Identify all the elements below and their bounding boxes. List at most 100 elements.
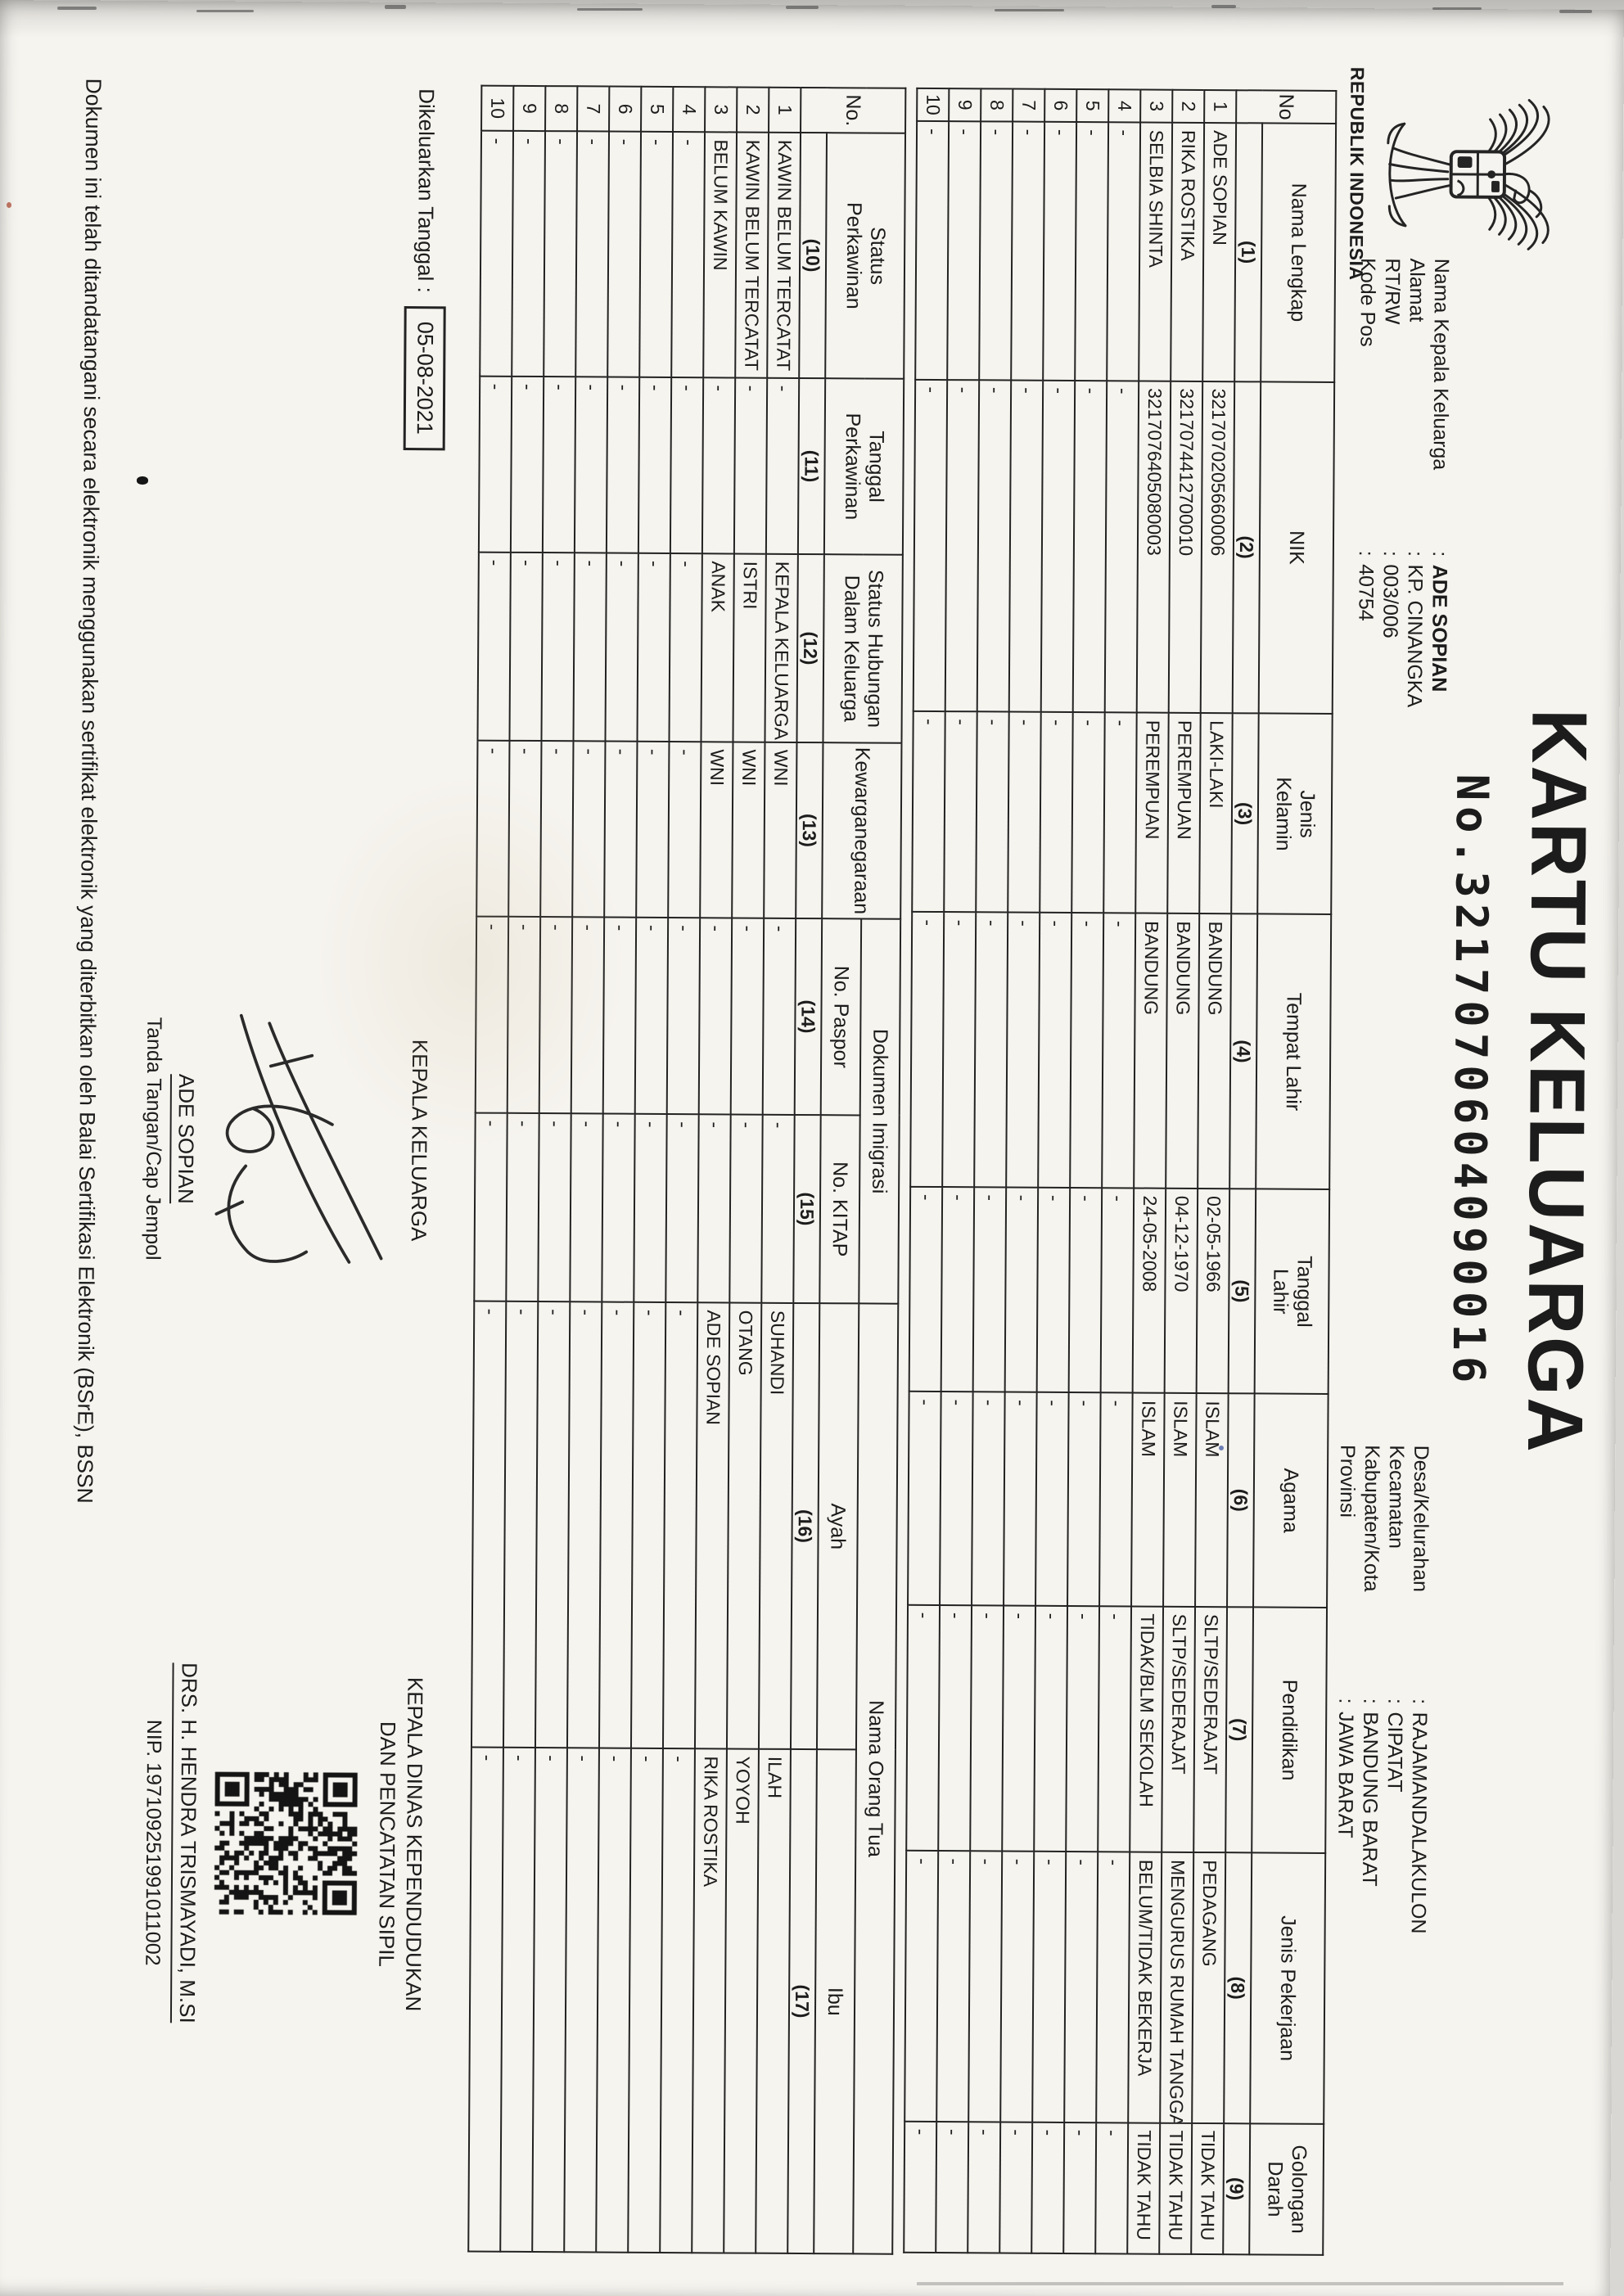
- cell-jenis-kelamin: -: [1103, 712, 1137, 913]
- cell-no-kitap: -: [506, 1112, 539, 1302]
- cell-no-paspor: -: [602, 917, 637, 1114]
- cell-ibu: ILAH: [756, 1748, 791, 2253]
- cell-nik: 3217074412700010: [1168, 381, 1203, 714]
- cell-status-hubungan: KEPALA KELUARGA: [765, 553, 798, 742]
- info-row: Kecamatan: CIPATAT: [1382, 1445, 1410, 1933]
- cell-no: 2: [1172, 89, 1205, 124]
- col-header-status-perkawinan: Status Perkawinan: [825, 133, 906, 379]
- info-value: 003/006: [1378, 564, 1402, 638]
- col-num-ibu: (17): [787, 1748, 817, 2254]
- cell-agama: -: [1035, 1392, 1069, 1606]
- cell-tempat-lahir: -: [1070, 913, 1104, 1189]
- cell-no: 4: [673, 87, 706, 133]
- info-value: JAWA BARAT: [1333, 1711, 1358, 1838]
- cell-jenis-kelamin: -: [1040, 711, 1073, 913]
- cell-nik: -: [1040, 380, 1076, 713]
- cell-ayah: -: [503, 1301, 539, 1748]
- info-colon: :: [1334, 1698, 1358, 1704]
- cell-status-hubungan: ISTRI: [733, 553, 766, 742]
- cell-tanggal-perkawinan: -: [542, 377, 576, 553]
- cell-no: 5: [1076, 89, 1109, 123]
- col-num-nama-lengkap: (1): [1234, 123, 1263, 381]
- cell-status-hubungan: -: [669, 553, 702, 742]
- cell-pendidikan: -: [1098, 1605, 1132, 1852]
- cell-jenis-kelamin: -: [944, 711, 977, 913]
- cell-ayah: OTANG: [726, 1302, 762, 1749]
- col-header-tanggal-perkawinan: Tanggal Perkawinan: [823, 378, 904, 555]
- info-value: 40754: [1354, 564, 1378, 621]
- cell-status-perkawinan: -: [671, 132, 706, 378]
- cell-jenis-kelamin: -: [1071, 712, 1105, 913]
- cell-nik: -: [1104, 380, 1139, 713]
- cell-tanggal-perkawinan: -: [510, 376, 544, 553]
- cell-golongan-darah: -: [1095, 2122, 1129, 2254]
- cell-agama: -: [908, 1392, 941, 1605]
- cell-no-kitap: -: [634, 1113, 667, 1303]
- cell-tempat-lahir: BANDUNG: [1166, 913, 1200, 1189]
- cell-no-kitap: -: [729, 1114, 763, 1303]
- cell-ayah: ADE SOPIAN: [694, 1302, 730, 1749]
- cell-jenis-pekerjaan: -: [1000, 1851, 1035, 2122]
- cell-agama: -: [1067, 1392, 1101, 1606]
- col-num-jenis-pekerjaan: (8): [1224, 1852, 1252, 2124]
- col-num-tanggal-perkawinan: (11): [797, 377, 826, 555]
- cell-ibu: -: [628, 1748, 663, 2253]
- cell-ibu: -: [596, 1748, 631, 2253]
- info-colon: :: [1408, 1698, 1432, 1705]
- cell-nik: 3217076405080003: [1136, 381, 1171, 713]
- cell-tanggal-lahir: -: [972, 1187, 1007, 1392]
- cell-pendidikan: -: [1066, 1605, 1100, 1852]
- issued-date-row: Dikeluarkan Tanggal : 05-08-2021: [403, 88, 448, 451]
- cell-agama: -: [940, 1392, 973, 1606]
- cell-ibu: -: [468, 1747, 503, 2252]
- col-num-nik: (2): [1232, 381, 1261, 714]
- cell-nama-lengkap: RIKA ROSTIKA: [1171, 122, 1205, 381]
- cell-nama-lengkap: -: [947, 121, 981, 380]
- cell-status-hubungan: -: [541, 553, 575, 742]
- cell-no-kitap: -: [570, 1113, 603, 1302]
- cell-tanggal-perkawinan: -: [638, 377, 672, 554]
- cell-no: 6: [1044, 88, 1077, 123]
- cell-golongan-darah: TIDAK TAHU: [1191, 2122, 1225, 2255]
- info-value: RAJAMANDALAKULON: [1406, 1712, 1432, 1934]
- official-name: DRS. H. HENDRA TRISMAYADI, M.SI: [169, 1662, 203, 2023]
- info-value: KP. CINANGKA: [1402, 564, 1427, 708]
- cell-no-paspor: -: [475, 916, 509, 1113]
- cell-jenis-pekerjaan: -: [936, 1851, 971, 2122]
- cell-pendidikan: SLTP/SEDERAJAT: [1193, 1606, 1228, 1853]
- col-header-ayah: Ayah: [816, 1303, 859, 1750]
- region-info-block: Desa/Kelurahan: RAJAMANDALAKULON Kecamatan…: [1333, 1445, 1434, 1934]
- col-header-status-hubungan: Status Hubungan Dalam Keluarga: [823, 554, 903, 743]
- cell-no: 9: [513, 85, 546, 132]
- cell-status-hubungan: -: [477, 552, 511, 741]
- info-label: Kecamatan: [1384, 1445, 1409, 1549]
- cell-kewarganegaraan: -: [636, 741, 670, 918]
- cell-jenis-pekerjaan: -: [1064, 1852, 1098, 2122]
- cell-jenis-pekerjaan: MENGURUS RUMAH TANGGA: [1160, 1852, 1194, 2123]
- info-label: Nama Kepala Keluarga: [1428, 258, 1454, 471]
- cell-golongan-darah: -: [968, 2121, 1001, 2253]
- qr-code: [209, 1766, 363, 1920]
- col-num-no-kitap: (15): [793, 1114, 821, 1304]
- info-label: RT/RW: [1380, 258, 1405, 325]
- cell-no-paspor: -: [634, 917, 669, 1115]
- cell-pendidikan: -: [906, 1604, 941, 1852]
- cell-golongan-darah: -: [936, 2121, 969, 2253]
- info-colon: :: [1428, 551, 1451, 557]
- cell-golongan-darah: -: [1063, 2122, 1097, 2254]
- info-colon: :: [1378, 550, 1402, 557]
- cell-jenis-kelamin: LAKI-LAKI: [1199, 713, 1233, 914]
- cell-tempat-lahir: -: [1102, 913, 1136, 1189]
- cell-no-paspor: -: [571, 917, 605, 1114]
- cell-pendidikan: SLTP/SEDERAJAT: [1162, 1606, 1196, 1853]
- cell-jenis-pekerjaan: -: [1032, 1851, 1067, 2122]
- info-label: Desa/Kelurahan: [1409, 1445, 1433, 1593]
- cell-tanggal-lahir: -: [1036, 1187, 1071, 1393]
- cell-nama-lengkap: -: [1043, 121, 1077, 381]
- info-row: Kabupaten/Kota: BANDUNG BARAT: [1357, 1445, 1385, 1933]
- official-heading-line2: DAN PENCATATAN SIPIL: [374, 1721, 401, 1968]
- cell-kewarganegaraan: -: [476, 740, 510, 917]
- info-colon: :: [1403, 551, 1427, 557]
- cell-golongan-darah: TIDAK TAHU: [1127, 2122, 1161, 2254]
- cell-pendidikan: -: [1034, 1605, 1068, 1852]
